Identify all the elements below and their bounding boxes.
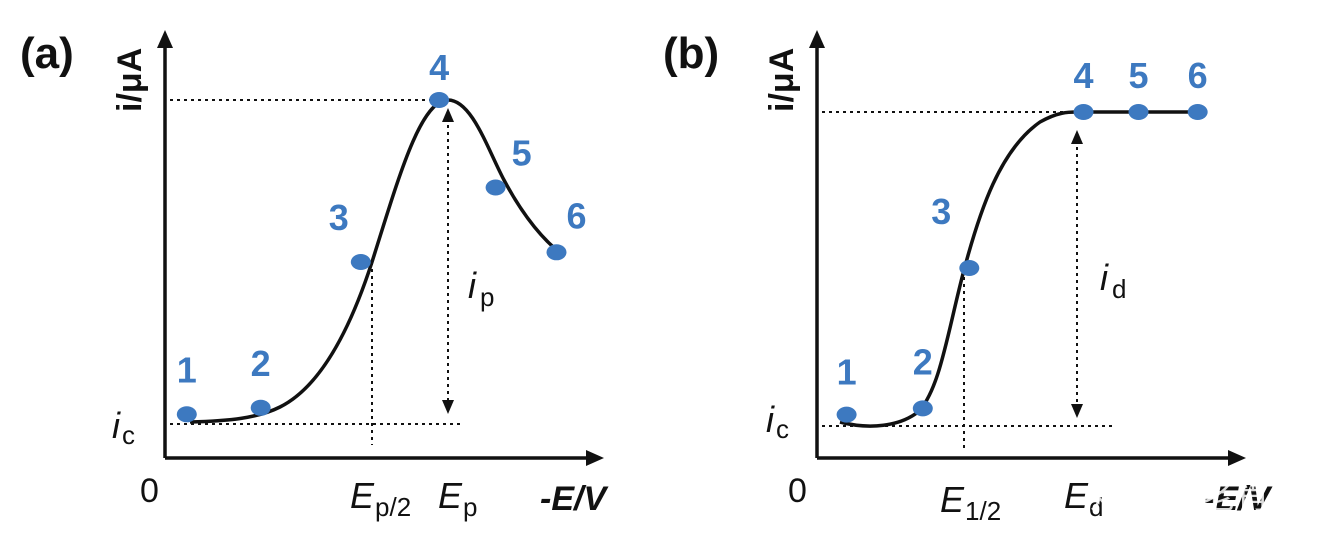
panel-b-x-arrowhead xyxy=(1228,450,1246,466)
panel-b-data-point-5 xyxy=(1128,104,1149,120)
panel-b-voltammogram-curve xyxy=(839,110,1200,428)
panel-b-data-point-2 xyxy=(912,400,933,417)
panel-b-half-wave-potential-label: E1/2 xyxy=(940,479,1001,526)
panel-b-limiting-current-arrow-bottom xyxy=(1071,404,1083,418)
panel-a-x-arrowhead xyxy=(586,450,604,466)
panel-b-data-point-6 xyxy=(1187,104,1208,120)
panel-a-data-point-5 xyxy=(485,179,506,196)
panel-b-data-point-3 xyxy=(959,260,980,276)
panel-a-point-label-2: 2 xyxy=(251,343,271,384)
panel-b-point-label-2: 2 xyxy=(913,341,933,382)
panel-a-data-point-6 xyxy=(546,244,567,261)
panel-a-point-label-3: 3 xyxy=(329,197,349,238)
panel-b-limiting-current-arrow-top xyxy=(1071,130,1083,144)
panel-b-origin-label: 0 xyxy=(788,472,807,510)
panel-a-data-point-4 xyxy=(429,92,450,108)
panel-b-x-axis-label: -E/V xyxy=(1204,480,1273,518)
panel-a-peak-potential-label: Ep xyxy=(438,475,477,522)
panel-b-point-label-5: 5 xyxy=(1128,55,1148,96)
panel-b-data-point-1 xyxy=(836,406,857,423)
panel-b-point-label-4: 4 xyxy=(1073,55,1093,96)
panel-a-point-label-4: 4 xyxy=(429,47,449,88)
panel-b-point-label-3: 3 xyxy=(931,191,951,232)
panel-a-y-axis-label: i/μA xyxy=(111,48,149,112)
panel-b-data-point-4 xyxy=(1073,104,1094,120)
panel-a-data-point-1 xyxy=(176,406,197,423)
panel-b-markers: 1 2 3 4 5 6 xyxy=(837,55,1208,423)
panel-a-half-peak-potential-label: Ep/2 xyxy=(350,475,411,522)
panel-a-y-arrowhead xyxy=(157,30,173,48)
panel-b-y-axis-label: i/μA xyxy=(763,48,801,112)
panel-b-point-label-6: 6 xyxy=(1188,55,1208,96)
panel-a-point-label-6: 6 xyxy=(566,195,586,236)
panel-b-diffusion-potential-label: Ed xyxy=(1064,475,1103,522)
panel-a-origin-label: 0 xyxy=(140,472,159,510)
watermark-text: 知乎 @老肖 xyxy=(1090,478,1270,516)
panel-a-peak-current-arrow-top xyxy=(442,108,454,122)
panel-a-label: (a) xyxy=(20,29,74,78)
panel-a-peak-current-arrow-bottom xyxy=(442,400,454,414)
panel-b-label: (b) xyxy=(663,29,719,78)
panel-b-point-label-1: 1 xyxy=(837,352,857,393)
panel-a-baseline-current-label: ic xyxy=(112,405,135,450)
panel-a-voltammogram-curve xyxy=(189,98,566,424)
panel-a-x-axis-label: -E/V xyxy=(540,480,609,518)
panel-a-point-label-1: 1 xyxy=(177,349,197,390)
panel-b-y-arrowhead xyxy=(809,30,825,48)
panel-b-baseline-current-label: ic xyxy=(766,399,789,444)
panel-a-point-label-5: 5 xyxy=(512,133,532,174)
panel-a-data-point-3 xyxy=(350,254,371,270)
panel-a-markers: 1 2 3 4 56 xyxy=(176,47,587,423)
panel-a-data-point-2 xyxy=(250,399,271,416)
